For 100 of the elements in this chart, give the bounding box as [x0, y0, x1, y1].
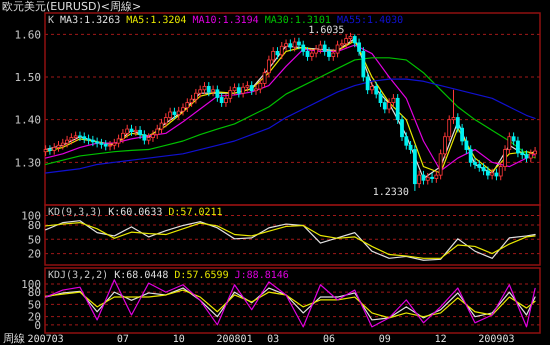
series-label: J:88.8146: [234, 270, 289, 281]
x-tick-label: 10: [172, 334, 185, 345]
candlestick: [181, 102, 185, 116]
candlestick: [232, 82, 236, 96]
candlestick: [250, 80, 254, 96]
candlestick: [90, 135, 95, 147]
candlestick: [69, 132, 74, 145]
candlestick: [490, 168, 494, 180]
candlestick: [95, 137, 100, 148]
candlestick: [112, 138, 116, 150]
candlestick: [430, 172, 434, 184]
chart-title: KDJ(3,2,2): [48, 270, 108, 281]
y-tick-label: 1.30: [14, 156, 41, 170]
candlestick: [382, 98, 387, 114]
candlestick: [116, 134, 121, 148]
line-series: [45, 78, 536, 174]
candlestick: [280, 42, 284, 60]
candlestick: [164, 112, 168, 128]
candlestick: [185, 98, 190, 112]
candlestick: [344, 34, 348, 48]
x-axis-title: 周線: [3, 332, 25, 345]
candlestick: [134, 126, 138, 136]
y-tick-label: 1.50: [14, 71, 41, 84]
candlestick: [301, 40, 306, 56]
text: MA5:1.3204: [126, 15, 186, 26]
candlestick: [82, 132, 86, 144]
x-tick-label: 200801: [216, 334, 253, 345]
y-tick-label: 1.40: [14, 114, 41, 127]
text: MA30:1.3101: [264, 15, 331, 26]
x-tick-label: 12: [434, 334, 447, 345]
series-label: D:57.0211: [168, 207, 223, 218]
candlestick: [533, 146, 537, 159]
candlestick: [340, 38, 344, 50]
candlestick: [125, 124, 130, 138]
x-tick-label: 200903: [478, 334, 515, 345]
candlestick: [104, 140, 108, 151]
candlestick: [306, 46, 310, 62]
candlestick: [468, 144, 473, 168]
candlestick: [374, 82, 378, 99]
candlestick: [78, 131, 82, 142]
chart-title: KD(9,3,3): [48, 207, 102, 218]
candlestick: [322, 40, 327, 56]
text: MA55:1.4030: [336, 15, 404, 26]
annotation: 1.2330: [372, 186, 409, 198]
line-series: [45, 279, 536, 328]
candlestick: [276, 46, 280, 60]
candlestick: [241, 82, 246, 98]
annotation: 1.6035: [308, 24, 344, 36]
candlestick: [327, 46, 331, 62]
y-tick-label: 50: [28, 298, 41, 312]
candlestick: [86, 134, 90, 145]
candlestick: [176, 106, 181, 120]
candlestick: [130, 124, 134, 136]
candlestick: [314, 44, 318, 58]
candlestick: [348, 32, 352, 44]
series-label: K:68.0448: [114, 270, 168, 281]
chart-title: 欧元美元(EURUSD)<周線>: [2, 0, 142, 13]
candlestick: [206, 82, 211, 97]
candlestick: [198, 85, 202, 98]
candlestick: [56, 140, 60, 152]
candlestick: [74, 131, 78, 142]
y-tick-label: 50: [28, 233, 41, 246]
x-tick-label: 07: [116, 334, 129, 345]
candlestick: [352, 34, 357, 48]
candlestick: [292, 37, 297, 52]
candlestick: [48, 144, 52, 156]
candlestick: [387, 98, 392, 114]
candlestick: [146, 132, 151, 145]
candlestick: [331, 48, 336, 62]
candlestick: [378, 89, 382, 108]
x-tick-label: 200703: [28, 334, 64, 345]
series-label: K:60.0633: [108, 207, 162, 218]
candlestick: [60, 138, 65, 150]
text: MA3:1.3263: [60, 15, 120, 26]
series-label: D:57.6599: [174, 270, 229, 281]
candlestick: [524, 150, 528, 163]
y-tick-label: 1.60: [14, 28, 41, 42]
candlestick: [254, 84, 258, 96]
annotation: K: [48, 15, 54, 26]
candlestick: [528, 149, 533, 163]
candlestick: [288, 38, 292, 52]
x-tick-label: 06: [322, 334, 336, 345]
candlestick: [370, 82, 374, 95]
candlestick: [486, 166, 490, 180]
candlestick: [202, 82, 206, 95]
candlestick: [108, 140, 112, 151]
x-tick-label: 03: [267, 334, 280, 345]
candlestick: [52, 142, 56, 156]
candlestick: [194, 88, 198, 104]
text: MA10:1.3194: [192, 15, 259, 26]
candlestick: [477, 160, 482, 172]
y-tick-label: 20: [28, 248, 41, 261]
candlestick: [211, 85, 215, 97]
candlestick: [142, 130, 146, 145]
candlestick: [172, 107, 176, 120]
candlestick: [155, 124, 160, 140]
candlestick: [417, 170, 422, 188]
candlestick: [422, 170, 426, 186]
candlestick: [220, 92, 224, 108]
candlestick: [160, 118, 164, 134]
